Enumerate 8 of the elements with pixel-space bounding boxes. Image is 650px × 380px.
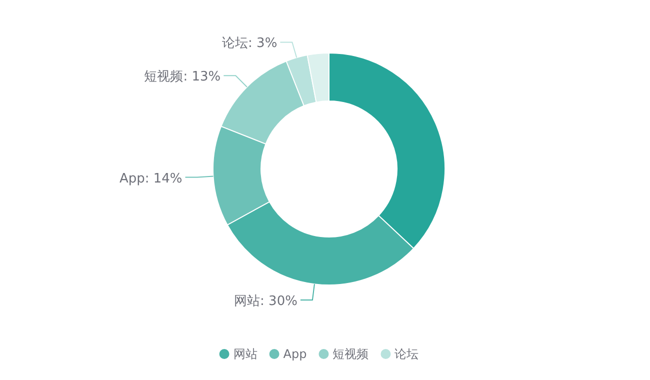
legend-label: 论坛: [394, 347, 419, 361]
legend-label: 网站: [233, 347, 258, 361]
legend-label: App: [283, 347, 307, 361]
data-label: App: 14%: [119, 171, 182, 186]
legend-label: 短视频: [332, 347, 369, 361]
data-label: 论坛: 3%: [222, 36, 278, 52]
data-label: 短视频: 13%: [144, 70, 221, 85]
data-label: 网站: 30%: [234, 294, 298, 309]
